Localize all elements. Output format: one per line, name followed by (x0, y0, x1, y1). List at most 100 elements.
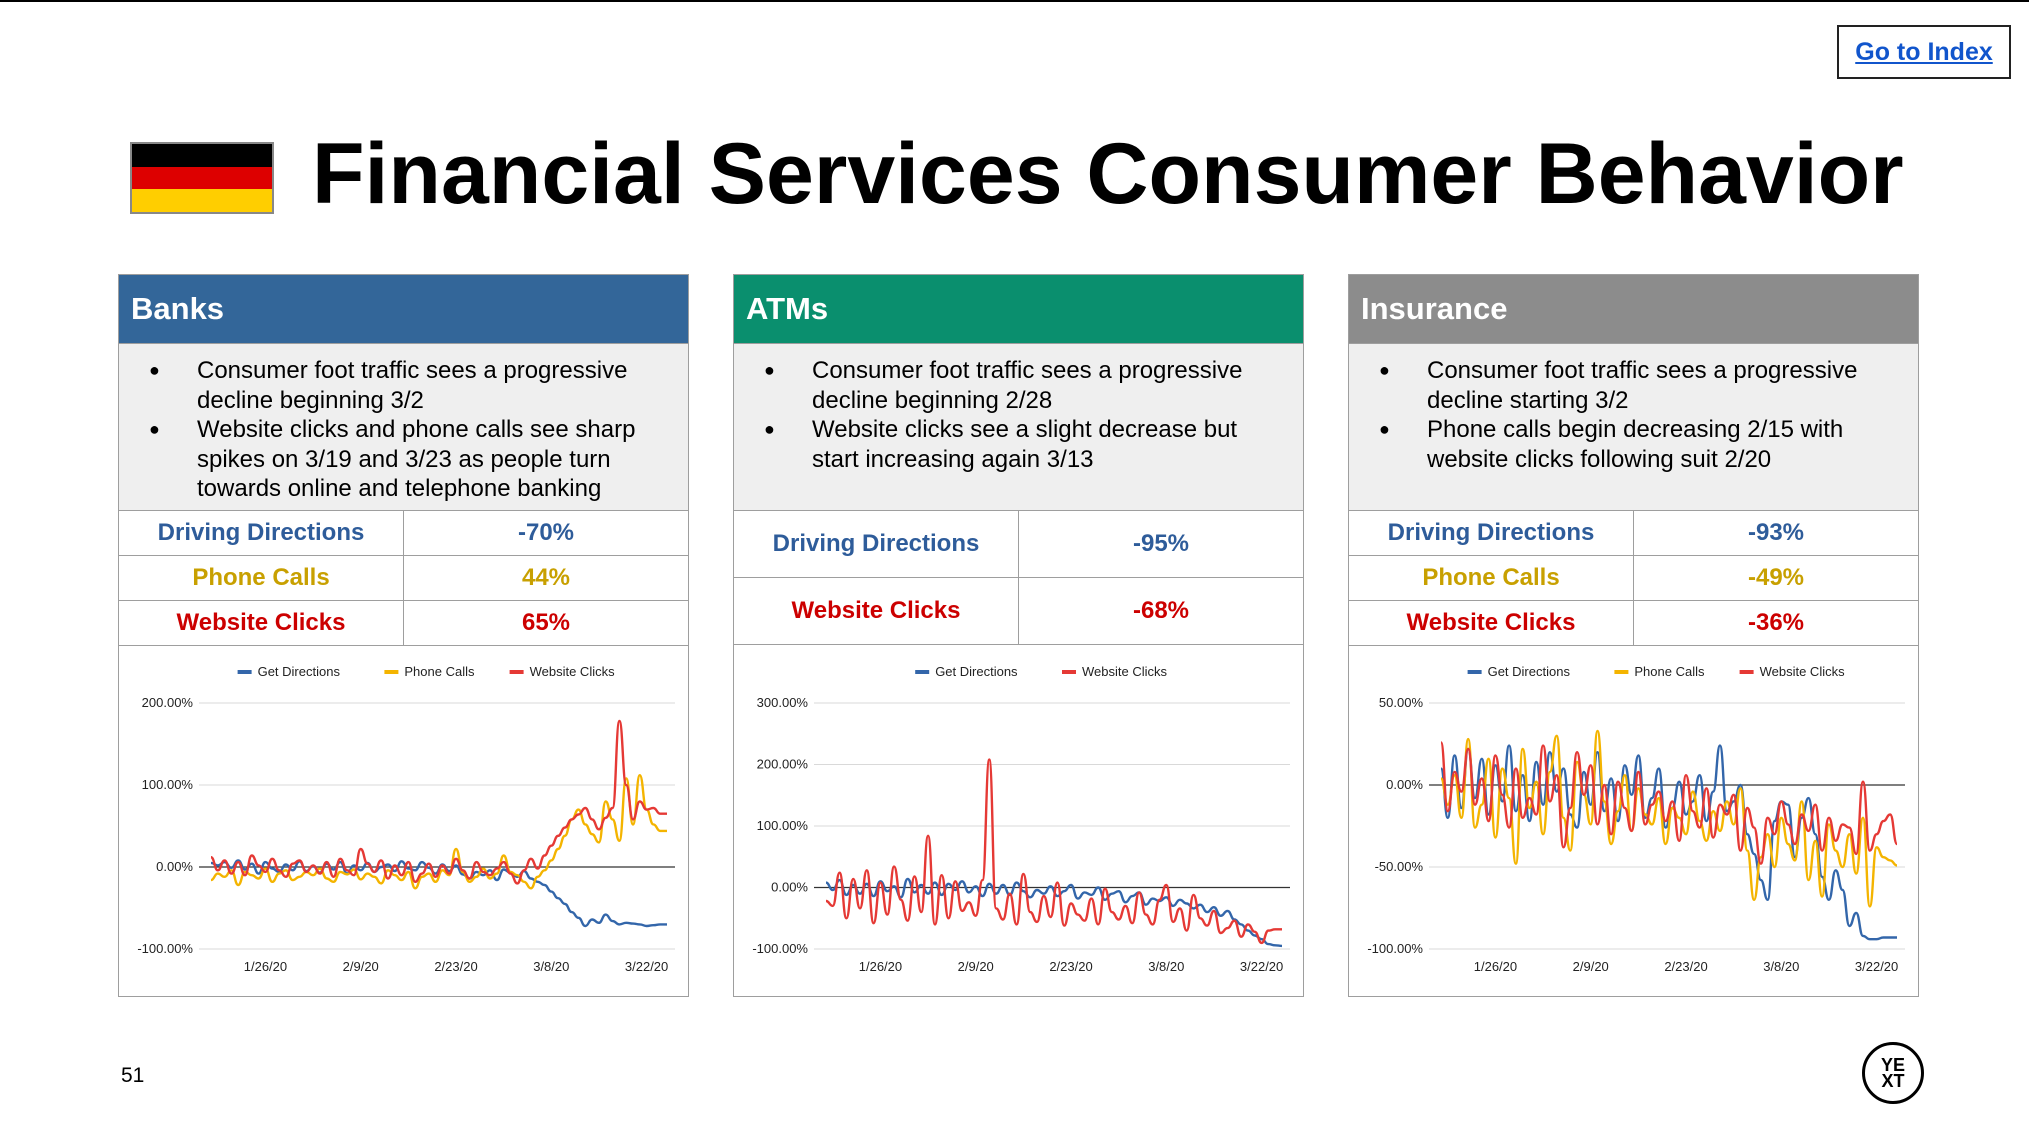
metric-value: -70% (403, 511, 688, 556)
metric-row: Phone Calls 44% (119, 555, 688, 601)
x-tick-label: 3/8/20 (533, 959, 569, 974)
card-description: Consumer foot traffic sees a progressive… (1349, 343, 1918, 511)
series-line-website-clicks (1439, 741, 1899, 865)
bullet-item: Consumer foot traffic sees a progressive… (754, 356, 1283, 415)
metrics-table: Driving Directions -70% Phone Calls 44% Webs… (119, 511, 688, 646)
metric-label: Website Clicks (734, 577, 1019, 645)
y-tick-label: 0.00% (156, 859, 193, 874)
y-tick-label: 100.00% (757, 818, 809, 833)
page-number: 51 (121, 1064, 145, 1087)
y-tick-label: 0.00% (1386, 777, 1423, 792)
metric-value: -95% (1018, 511, 1303, 578)
metrics-table: Driving Directions -93% Phone Calls -49% Web… (1349, 511, 1918, 646)
go-to-index-link[interactable]: Go to Index (1855, 37, 1993, 66)
metric-label: Driving Directions (734, 511, 1019, 578)
chart-svg: Get Directions Phone Calls Website Clicks 2… (137, 664, 675, 974)
x-tick-label: 1/26/20 (859, 959, 902, 974)
y-tick-label: 50.00% (1379, 695, 1424, 710)
legend-swatch (1739, 670, 1754, 674)
x-tick-label: 2/23/20 (434, 959, 477, 974)
flag-stripe-gold (132, 189, 272, 212)
legend-swatch (1614, 670, 1629, 674)
metric-label: Driving Directions (119, 511, 404, 556)
legend-swatch (384, 670, 399, 674)
bullet-item: Consumer foot traffic sees a progressive… (139, 356, 668, 415)
legend-swatch (237, 670, 252, 674)
metric-value: -36% (1633, 600, 1918, 646)
line-chart: Get Directions Website Clicks 300.00% 200.0… (734, 645, 1303, 996)
x-tick-label: 3/22/20 (1240, 959, 1283, 974)
flag-stripe-black (132, 144, 272, 167)
line-chart: Get Directions Phone Calls Website Clicks 5… (1349, 645, 1918, 996)
legend-label: Website Clicks (530, 664, 616, 679)
card-atms: ATMs Consumer foot traffic sees a progres… (733, 274, 1304, 997)
card-insurance: Insurance Consumer foot traffic sees a pr… (1348, 274, 1919, 997)
flag-stripe-red (132, 166, 272, 190)
x-tick-label: 2/9/20 (958, 959, 994, 974)
metric-row: Website Clicks 65% (119, 600, 688, 646)
metric-value: 65% (403, 600, 688, 646)
logo-text-top: YE (1880, 1055, 1905, 1075)
logo-text-bottom: XT (1881, 1071, 1905, 1091)
metric-row: Driving Directions -95% (734, 511, 1303, 578)
y-tick-label: 300.00% (757, 695, 809, 710)
card-description: Consumer foot traffic sees a progressive… (119, 343, 688, 511)
metrics-table: Driving Directions -95% Website Clicks -68% (734, 511, 1303, 645)
x-tick-label: 3/22/20 (625, 959, 668, 974)
metric-row: Driving Directions -70% (119, 511, 688, 556)
series-line-phone-calls (210, 774, 667, 890)
bullet-item: Website clicks and phone calls see sharp… (139, 415, 668, 504)
metric-row: Phone Calls -49% (1349, 555, 1918, 601)
x-tick-label: 3/8/20 (1148, 959, 1184, 974)
y-tick-label: 100.00% (142, 777, 194, 792)
x-tick-label: 1/26/20 (1474, 959, 1517, 974)
metric-row: Driving Directions -93% (1349, 511, 1918, 556)
x-tick-label: 2/23/20 (1664, 959, 1707, 974)
y-tick-label: 200.00% (142, 695, 194, 710)
x-tick-label: 1/26/20 (244, 959, 287, 974)
x-tick-label: 3/22/20 (1855, 959, 1898, 974)
page-title: Financial Services Consumer Behavior (312, 126, 1904, 222)
metric-value: -49% (1633, 555, 1918, 601)
legend-swatch (1467, 670, 1482, 674)
bullet-item: Consumer foot traffic sees a progressive… (1369, 356, 1898, 415)
card-banks: Banks Consumer foot traffic sees a progre… (118, 274, 689, 997)
x-tick-label: 2/9/20 (1573, 959, 1609, 974)
legend-label: Phone Calls (1634, 664, 1705, 679)
metric-value: 44% (403, 555, 688, 601)
top-rule (0, 0, 2029, 2)
y-tick-label: 200.00% (757, 757, 809, 772)
legend-label: Get Directions (258, 664, 341, 679)
y-tick-label: 0.00% (771, 880, 808, 895)
card-title: Banks (119, 275, 688, 343)
card-title: Insurance (1349, 275, 1918, 343)
chart-svg: Get Directions Website Clicks 300.00% 200.0… (752, 664, 1290, 974)
metric-label: Phone Calls (119, 555, 404, 601)
series-line-phone-calls (1439, 729, 1898, 908)
metric-value: -68% (1018, 577, 1303, 645)
metric-label: Website Clicks (1349, 600, 1634, 646)
legend-label: Get Directions (1488, 664, 1571, 679)
y-tick-label: -100.00% (137, 941, 193, 956)
metric-value: -93% (1633, 511, 1918, 556)
metric-row: Website Clicks -68% (734, 577, 1303, 645)
chart-svg: Get Directions Phone Calls Website Clicks 5… (1367, 664, 1905, 974)
x-tick-label: 2/9/20 (343, 959, 379, 974)
legend-swatch (1062, 670, 1076, 674)
series-line-get-directions (825, 877, 1283, 948)
metric-label: Phone Calls (1349, 555, 1634, 601)
legend-label: Website Clicks (1760, 664, 1846, 679)
series-line-get-directions (1439, 744, 1897, 941)
go-to-index-button[interactable]: Go to Index (1837, 25, 2011, 79)
legend-label: Phone Calls (404, 664, 475, 679)
legend-label: Get Directions (935, 664, 1018, 679)
bullet-item: Phone calls begin decreasing 2/15 with w… (1369, 415, 1898, 474)
series-line-website-clicks (210, 719, 667, 885)
legend-swatch (915, 670, 930, 674)
x-tick-label: 2/23/20 (1049, 959, 1092, 974)
legend-swatch (509, 670, 524, 674)
series-line-website-clicks (825, 758, 1282, 945)
line-chart: Get Directions Phone Calls Website Clicks 2… (119, 645, 688, 996)
bullet-item: Website clicks see a slight decrease but… (754, 415, 1283, 474)
y-tick-label: -100.00% (752, 941, 808, 956)
